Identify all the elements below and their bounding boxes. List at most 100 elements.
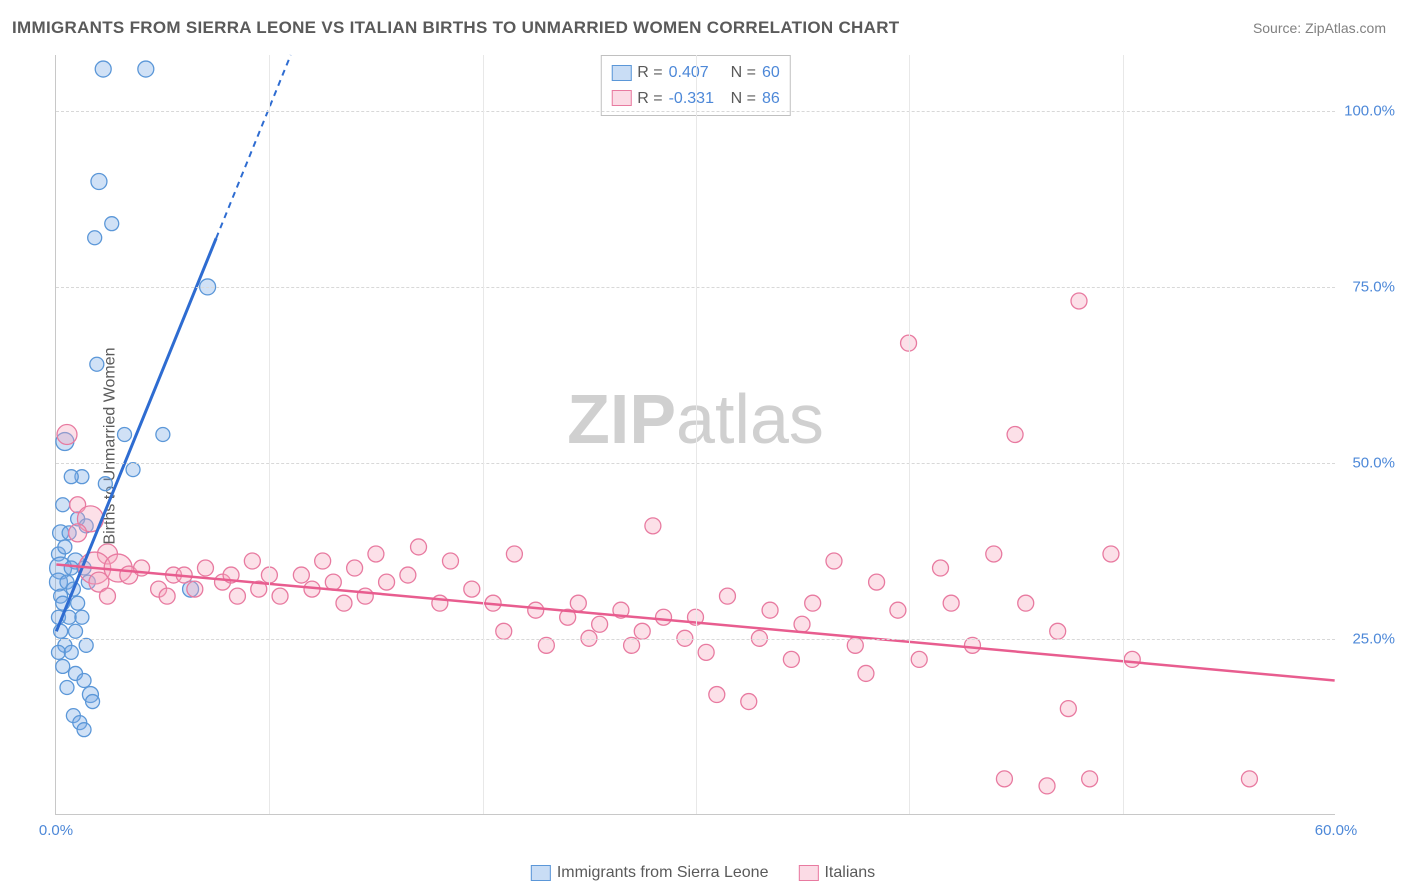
data-point [570, 595, 586, 611]
data-point [357, 588, 373, 604]
plot-area: ZIPatlas R = 0.407 N = 60 R = -0.331 N =… [55, 55, 1335, 815]
data-point [60, 681, 74, 695]
data-point [56, 659, 70, 673]
data-point [911, 651, 927, 667]
data-point [336, 595, 352, 611]
data-point [890, 602, 906, 618]
source-label: Source: ZipAtlas.com [1253, 20, 1386, 36]
data-point [64, 561, 78, 575]
trend-line-dashed [216, 55, 291, 238]
y-tick-label: 25.0% [1340, 631, 1395, 648]
data-point [197, 560, 213, 576]
data-point [244, 553, 260, 569]
data-point [105, 217, 119, 231]
data-point [75, 610, 89, 624]
data-point [464, 581, 480, 597]
x-tick-label: 0.0% [39, 822, 73, 839]
y-tick-label: 100.0% [1340, 103, 1395, 120]
data-point [98, 477, 112, 491]
data-point [379, 574, 395, 590]
data-point [187, 581, 203, 597]
data-point [77, 723, 91, 737]
vgridline [269, 55, 270, 814]
data-point [138, 61, 154, 77]
data-point [698, 644, 714, 660]
data-point [506, 546, 522, 562]
data-point [741, 694, 757, 710]
data-point [272, 588, 288, 604]
data-point [719, 588, 735, 604]
data-point [86, 695, 100, 709]
data-point [1007, 427, 1023, 443]
data-point [634, 623, 650, 639]
vgridline [1123, 55, 1124, 814]
data-point [1241, 771, 1257, 787]
data-point [229, 588, 245, 604]
data-point [783, 651, 799, 667]
data-point [58, 540, 72, 554]
data-point [71, 596, 85, 610]
data-point [805, 595, 821, 611]
data-point [77, 673, 91, 687]
data-point [1071, 293, 1087, 309]
data-point [347, 560, 363, 576]
data-point [56, 498, 70, 512]
data-point [315, 553, 331, 569]
y-tick-label: 75.0% [1340, 279, 1395, 296]
vgridline [483, 55, 484, 814]
data-point [126, 463, 140, 477]
data-point [69, 524, 87, 542]
legend-swatch [531, 865, 551, 881]
data-point [400, 567, 416, 583]
data-point [156, 428, 170, 442]
legend-swatch [798, 865, 818, 881]
data-point [794, 616, 810, 632]
data-point [1103, 546, 1119, 562]
legend-item: Italians [798, 864, 875, 882]
data-point [496, 623, 512, 639]
data-point [858, 665, 874, 681]
data-point [325, 574, 341, 590]
data-point [411, 539, 427, 555]
data-point [69, 624, 83, 638]
data-point [368, 546, 384, 562]
data-point [1124, 651, 1140, 667]
data-point [64, 645, 78, 659]
data-point [79, 638, 93, 652]
data-point [443, 553, 459, 569]
data-point [1082, 771, 1098, 787]
data-point [826, 553, 842, 569]
data-point [1050, 623, 1066, 639]
data-point [1018, 595, 1034, 611]
data-point [986, 546, 1002, 562]
data-point [293, 567, 309, 583]
data-point [709, 687, 725, 703]
data-point [645, 518, 661, 534]
vgridline [696, 55, 697, 814]
data-point [90, 357, 104, 371]
data-point [1060, 701, 1076, 717]
data-point [592, 616, 608, 632]
legend-swatch [611, 65, 631, 81]
data-point [88, 231, 102, 245]
data-point [57, 425, 77, 445]
data-point [54, 624, 68, 638]
data-point [528, 602, 544, 618]
data-point [1039, 778, 1055, 794]
chart-title: IMMIGRANTS FROM SIERRA LEONE VS ITALIAN … [12, 18, 899, 38]
series-legend: Immigrants from Sierra Leone Italians [531, 864, 875, 882]
data-point [943, 595, 959, 611]
data-point [762, 602, 778, 618]
data-point [51, 645, 65, 659]
data-point [933, 560, 949, 576]
vgridline [909, 55, 910, 814]
data-point [99, 588, 115, 604]
data-point [91, 174, 107, 190]
y-tick-label: 50.0% [1340, 455, 1395, 472]
legend-item: Immigrants from Sierra Leone [531, 864, 769, 882]
legend-swatch [611, 90, 631, 106]
data-point [118, 428, 132, 442]
data-point [869, 574, 885, 590]
data-point [159, 588, 175, 604]
data-point [656, 609, 672, 625]
